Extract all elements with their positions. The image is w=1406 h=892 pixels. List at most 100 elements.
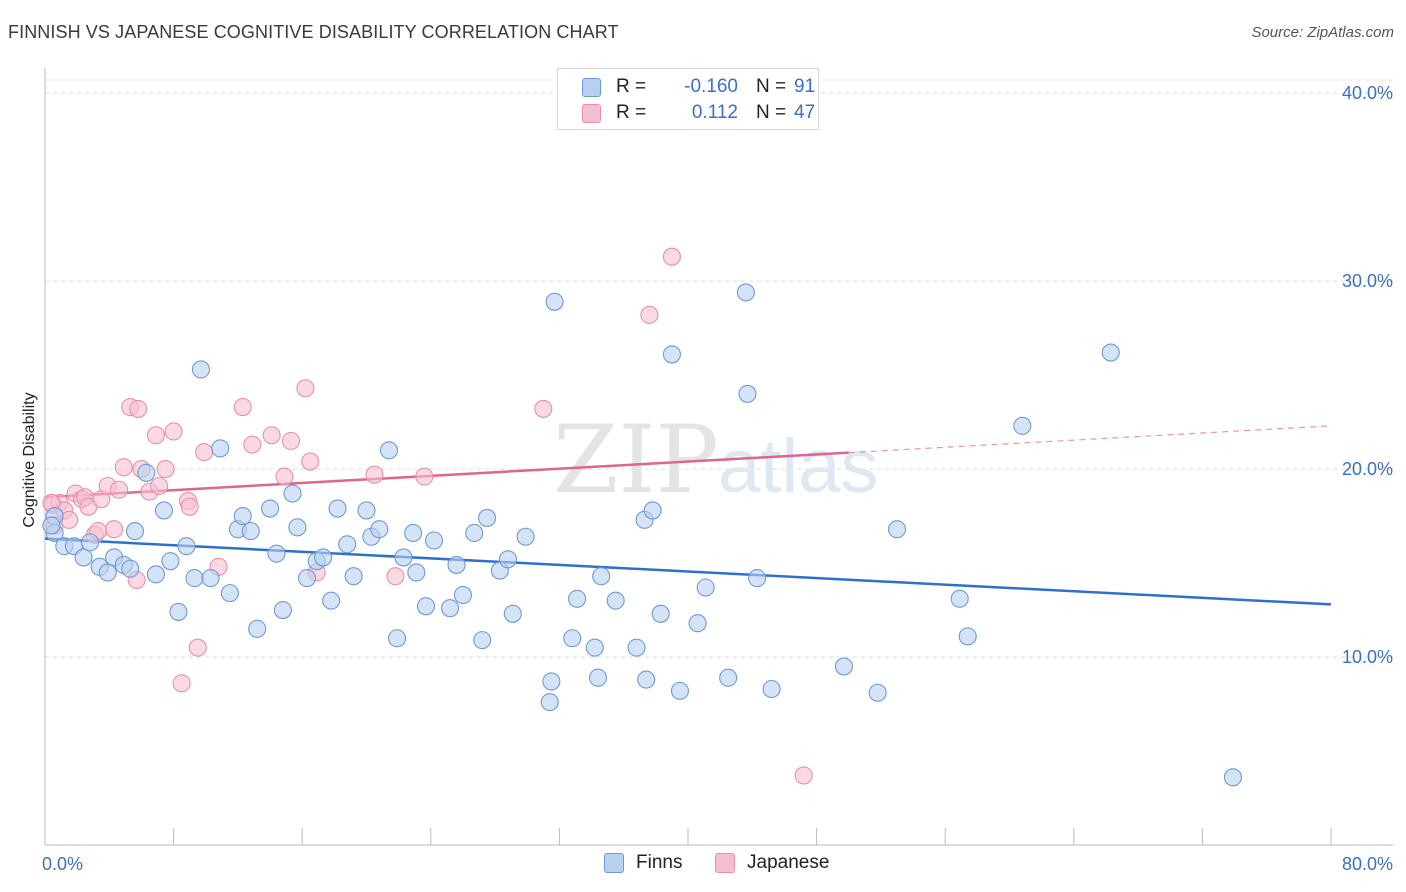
finns-point <box>201 569 220 588</box>
finns-point <box>568 589 587 608</box>
japanese-point <box>146 426 165 445</box>
finns-point <box>169 602 188 621</box>
japanese-point <box>233 398 252 417</box>
watermark-atlas: atlas <box>718 424 879 509</box>
japanese-point <box>662 247 681 266</box>
finns-point <box>177 537 196 556</box>
japanese-point <box>188 638 207 657</box>
japanese-trend-line <box>44 451 849 499</box>
finns-point <box>441 599 460 618</box>
r-value: 0.112 <box>691 102 738 123</box>
finns-point <box>273 600 292 620</box>
finns-point <box>344 567 363 586</box>
finns-point <box>146 565 165 584</box>
japanese-legend-label: Japanese <box>747 852 830 873</box>
stats-legend: R = -0.160 N = 91 R = 0.112 N = 47 <box>557 68 819 130</box>
japanese-legend-swatch <box>715 853 735 873</box>
finns-point <box>357 501 376 520</box>
finns-point <box>260 499 280 518</box>
finns-point <box>627 638 646 657</box>
finns-trend-line <box>44 537 1332 606</box>
finns-point <box>1101 343 1120 362</box>
n-value: 47 <box>794 102 816 123</box>
r-value: -0.160 <box>684 76 738 97</box>
finns-point <box>283 484 302 503</box>
n-label: N = <box>756 102 787 123</box>
r-label: R = <box>616 76 647 97</box>
finns-point <box>314 548 333 567</box>
finns-point <box>950 589 969 608</box>
finns-point <box>478 508 497 527</box>
finns-point <box>297 569 317 588</box>
finns-point <box>424 531 444 550</box>
japanese-point <box>262 426 281 445</box>
finns-point <box>585 638 604 657</box>
finns-point <box>370 520 389 539</box>
japanese-point <box>129 399 148 418</box>
finns-point <box>762 679 781 699</box>
finns-point <box>834 657 853 676</box>
finns-point <box>563 629 582 648</box>
finns-point <box>248 619 267 638</box>
finns-point <box>542 672 561 691</box>
finns-point <box>545 292 564 311</box>
finns-point <box>185 569 204 588</box>
finns-point <box>670 681 690 700</box>
japanese-point <box>164 422 183 441</box>
finns-point <box>662 345 681 364</box>
finns-point <box>80 533 100 552</box>
finns-point <box>453 585 473 605</box>
japanese-point <box>105 520 124 539</box>
finns-point <box>241 522 260 541</box>
finns-point <box>588 668 608 687</box>
finns-point <box>498 550 518 569</box>
finns-point <box>1013 416 1032 435</box>
japanese-point <box>301 452 320 471</box>
finns-point <box>592 567 611 586</box>
finns-point <box>1223 768 1242 787</box>
finns-point <box>465 523 484 543</box>
finns-point <box>738 384 757 403</box>
finns-point <box>338 535 357 554</box>
finns-point <box>233 507 252 526</box>
japanese-point <box>275 467 294 486</box>
japanese-point <box>296 379 315 398</box>
finns-point <box>387 629 407 648</box>
x-tick-label-min: 0.0% <box>42 854 83 874</box>
japanese-point <box>415 467 434 486</box>
r-label: R = <box>616 102 647 123</box>
finns-point <box>416 597 436 616</box>
watermark: ZIP atlas <box>553 406 879 515</box>
y-tick-label: 40.0% <box>1342 83 1393 103</box>
finns-point <box>887 520 907 539</box>
finns-point <box>42 516 61 535</box>
japanese-point <box>386 567 405 586</box>
finns-point <box>606 591 625 610</box>
chart-title: FINNISH VS JAPANESE COGNITIVE DISABILITY… <box>8 22 619 42</box>
finns-point <box>125 522 145 541</box>
finns-point <box>651 604 670 623</box>
japanese-point <box>180 497 199 516</box>
finns-point <box>473 631 492 650</box>
finns-point <box>868 683 887 702</box>
japanese-point <box>640 305 659 325</box>
japanese-swatch <box>582 104 601 123</box>
finns-point <box>637 670 656 689</box>
finns-point <box>220 584 239 603</box>
n-label: N = <box>756 76 787 97</box>
finns-point <box>719 668 738 687</box>
finns-legend-swatch <box>604 853 624 873</box>
japanese-point <box>109 480 128 499</box>
finns-point <box>447 555 466 574</box>
gridlines <box>45 79 1393 658</box>
finns-swatch <box>582 78 601 97</box>
finns-point <box>328 499 347 518</box>
data-points <box>42 247 1242 787</box>
finns-point <box>407 563 426 582</box>
source-label: Source: ZipAtlas.com <box>1251 24 1394 41</box>
finns-point <box>516 527 535 546</box>
finns-point <box>191 360 210 379</box>
finns-point <box>379 441 399 460</box>
finns-point <box>154 501 174 520</box>
finns-point <box>161 552 180 571</box>
